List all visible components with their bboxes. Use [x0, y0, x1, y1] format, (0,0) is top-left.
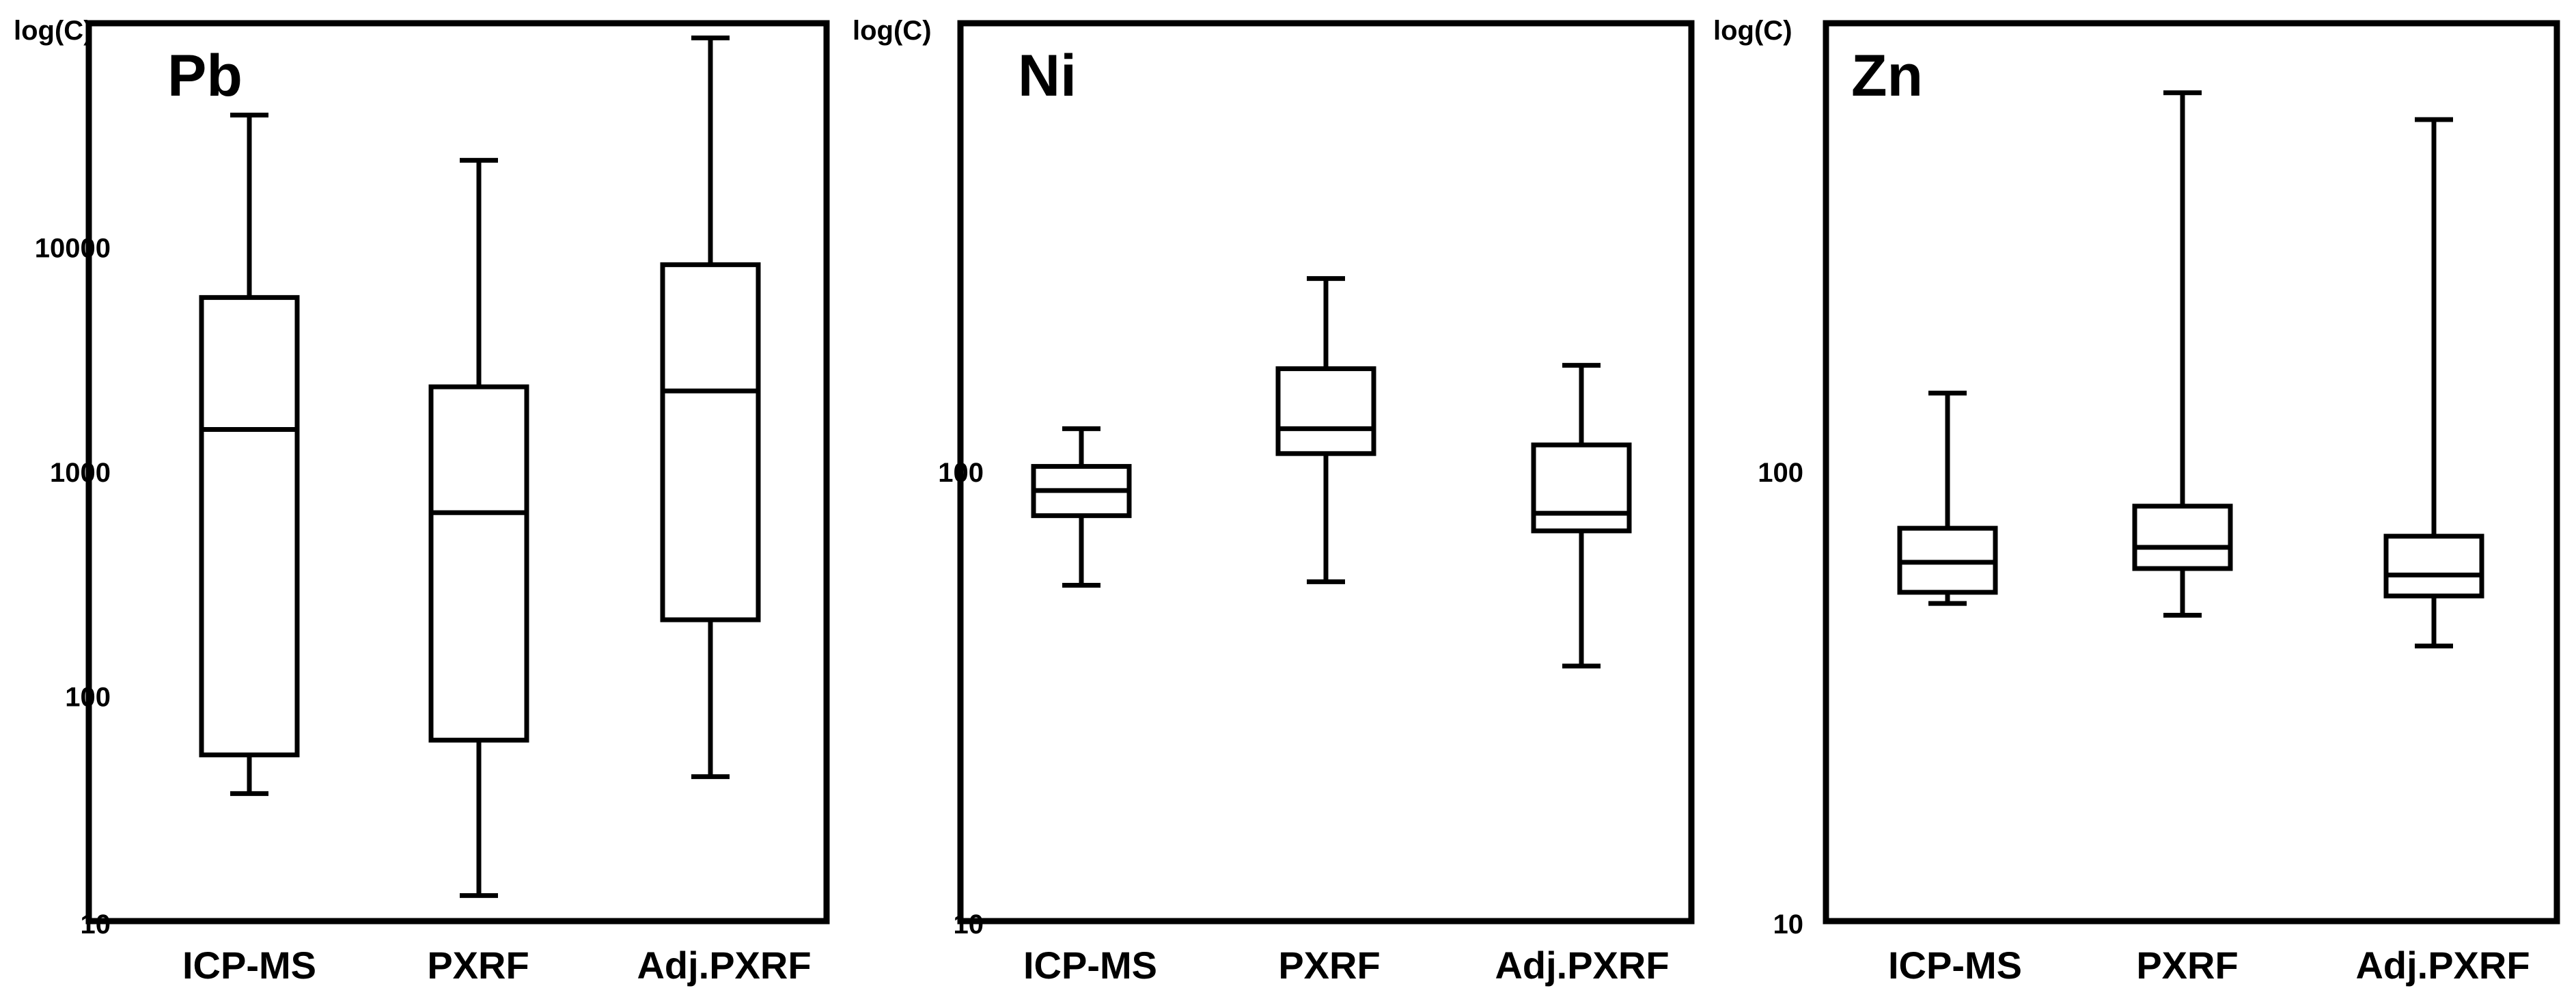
y-tick-label: 100	[938, 458, 984, 488]
panel-title: Zn	[1851, 43, 1923, 109]
x-category-label: PXRF	[1278, 944, 1380, 987]
box-adj-pxrf	[660, 262, 761, 622]
panel-title: Ni	[1018, 43, 1077, 109]
x-category-label: ICP-MS	[1888, 944, 2022, 987]
x-category-label: Adj.PXRF	[637, 944, 811, 987]
y-tick-label: 10	[1773, 909, 1804, 940]
panel-title: Pb	[167, 43, 243, 109]
y-tick-label: 10	[954, 909, 984, 940]
y-tick-label: 1000	[50, 458, 111, 488]
y-tick-label: 10	[81, 909, 111, 940]
y-axis-label: log(C)	[853, 16, 932, 46]
box-icp-ms	[199, 295, 300, 758]
box-pxrf	[428, 384, 529, 743]
box-pxrf	[2132, 504, 2233, 571]
y-tick-label: 100	[65, 683, 111, 713]
y-tick-label: 10000	[35, 234, 111, 264]
x-category-label: ICP-MS	[182, 944, 316, 987]
panel-frame-pb	[85, 20, 830, 925]
box-adj-pxrf	[1531, 442, 1632, 534]
panel-frame-zn	[1823, 20, 2560, 925]
x-category-label: PXRF	[427, 944, 529, 987]
x-category-label: Adj.PXRF	[2355, 944, 2530, 987]
y-tick-label: 100	[1758, 458, 1803, 488]
box-adj-pxrf	[2383, 534, 2484, 599]
panel-frame-ni	[957, 20, 1695, 925]
box-pxrf	[1275, 366, 1376, 456]
x-category-label: Adj.PXRF	[1495, 944, 1669, 987]
y-axis-label: log(C)	[1713, 16, 1792, 46]
x-category-label: PXRF	[2136, 944, 2238, 987]
x-category-label: ICP-MS	[1023, 944, 1157, 987]
y-axis-label: log(C)	[14, 16, 93, 46]
